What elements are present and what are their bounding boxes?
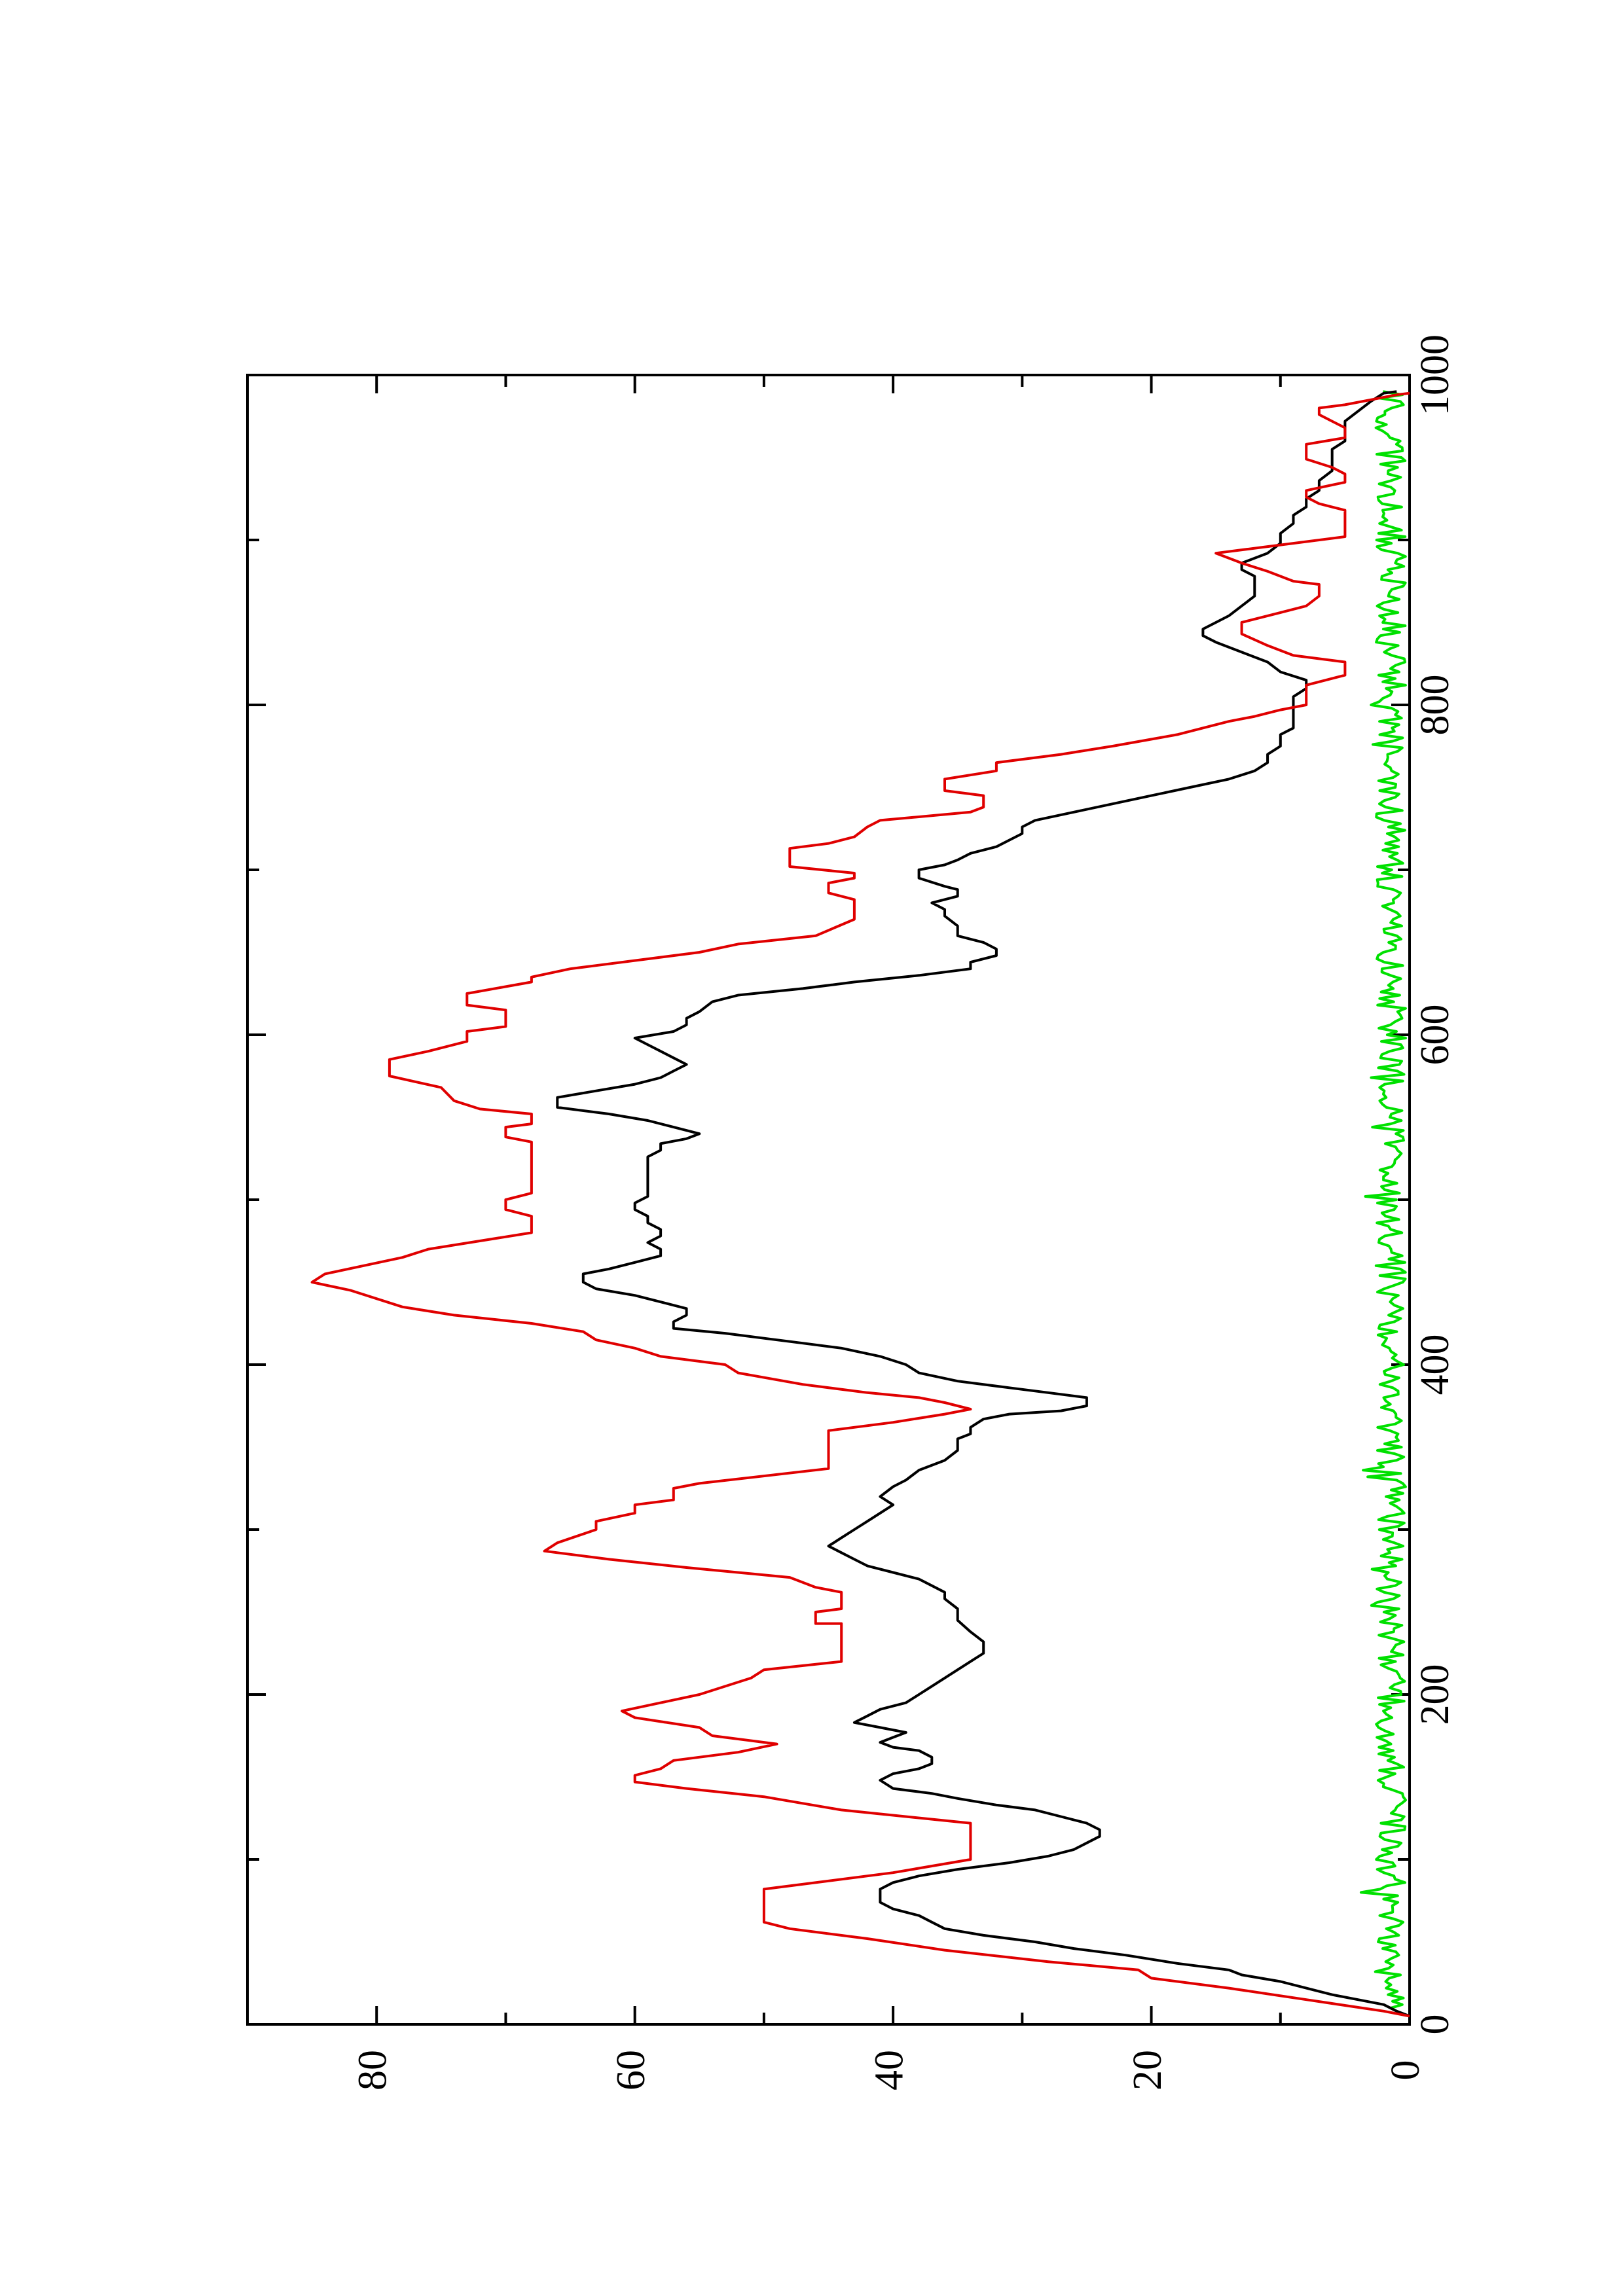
x-tick-label: 400 bbox=[1413, 1335, 1457, 1395]
plot-area: 0 200 400 600 800 1000 0 20 40 60 80 bbox=[246, 334, 1457, 2090]
y-tick-label: 0 bbox=[1383, 2060, 1428, 2081]
x-tick-label: 800 bbox=[1413, 675, 1457, 736]
series-line-green bbox=[1359, 390, 1407, 2009]
y-tick-label: 60 bbox=[609, 2050, 653, 2090]
y-tick-label: 40 bbox=[867, 2050, 911, 2090]
x-tick-label: 1000 bbox=[1413, 334, 1457, 416]
x-tick-label: 200 bbox=[1413, 1664, 1457, 1725]
y-tick-label: 80 bbox=[350, 2050, 395, 2090]
x-tick-label: 0 bbox=[1413, 2015, 1457, 2035]
x-tick-label: 600 bbox=[1413, 1005, 1457, 1066]
series-line-red bbox=[310, 391, 1410, 2018]
series-line-black bbox=[556, 390, 1410, 2018]
y-tick-label: 20 bbox=[1125, 2050, 1170, 2090]
plot-frame bbox=[246, 374, 1411, 2026]
